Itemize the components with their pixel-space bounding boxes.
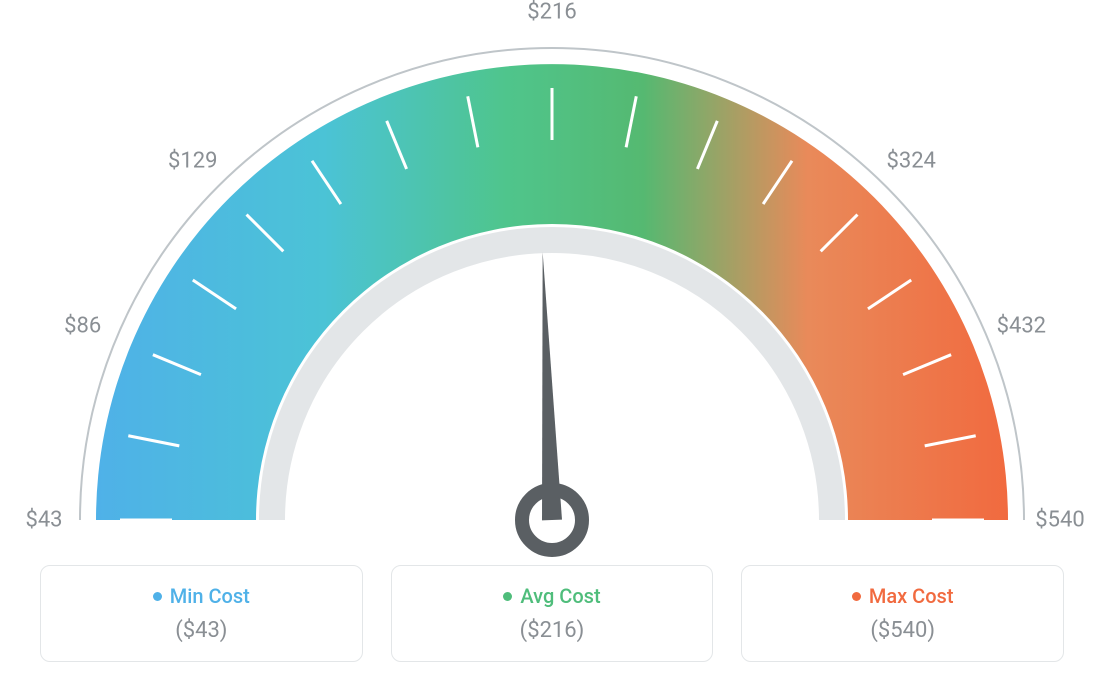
legend-label-min: Min Cost: [170, 584, 250, 608]
legend-row: Min Cost ($43) Avg Cost ($216) Max Cost …: [40, 565, 1064, 662]
legend-title-min: Min Cost: [153, 584, 250, 608]
dot-avg-icon: [503, 592, 512, 601]
legend-value-max: ($540): [752, 618, 1053, 643]
gauge-tick-label: $216: [527, 0, 576, 25]
legend-title-avg: Avg Cost: [503, 584, 600, 608]
gauge-svg: [0, 0, 1104, 560]
gauge-tick-label: $86: [64, 313, 101, 338]
gauge-tick-label: $129: [168, 148, 217, 173]
legend-title-max: Max Cost: [852, 584, 954, 608]
dot-min-icon: [153, 592, 162, 601]
legend-card-avg: Avg Cost ($216): [391, 565, 714, 662]
legend-card-min: Min Cost ($43): [40, 565, 363, 662]
gauge-tick-label: $540: [1035, 508, 1084, 533]
legend-card-max: Max Cost ($540): [741, 565, 1064, 662]
legend-value-min: ($43): [51, 618, 352, 643]
gauge-chart: $43 $86 $129 $216 $324 $432 $540: [0, 0, 1104, 560]
legend-label-max: Max Cost: [869, 584, 954, 608]
legend-label-avg: Avg Cost: [520, 584, 600, 608]
dot-max-icon: [852, 592, 861, 601]
gauge-tick-label: $324: [886, 148, 935, 173]
legend-value-avg: ($216): [402, 618, 703, 643]
gauge-tick-label: $43: [25, 508, 62, 533]
gauge-tick-label: $432: [997, 313, 1046, 338]
